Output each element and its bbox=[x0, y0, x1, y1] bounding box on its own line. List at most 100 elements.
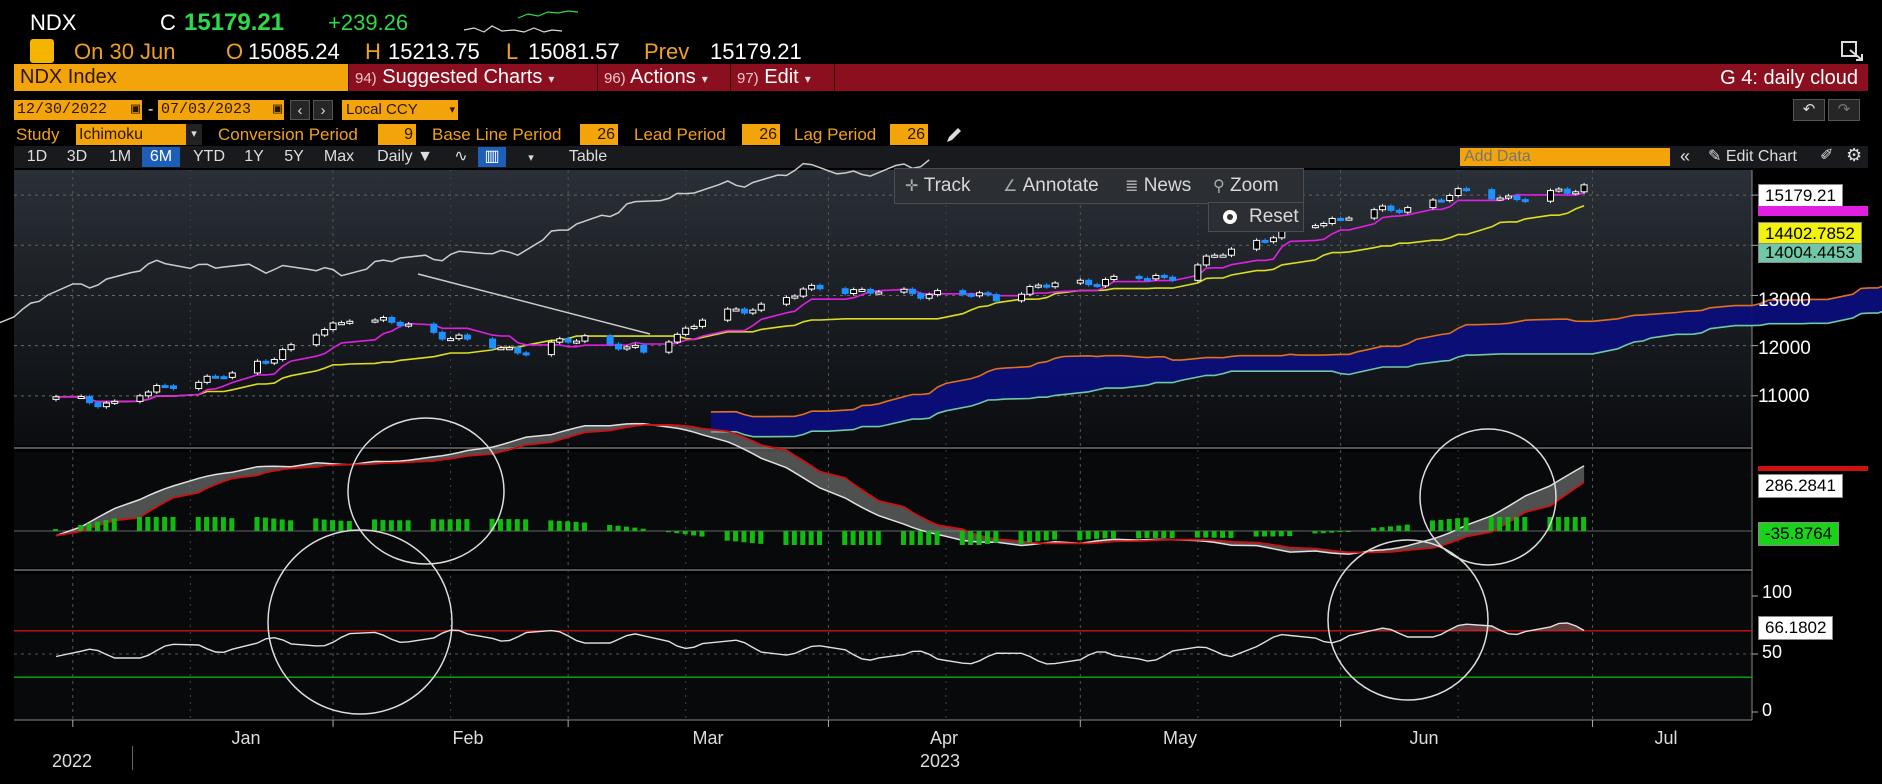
chart-type-dropdown[interactable]: ▾ bbox=[514, 147, 548, 167]
candle bbox=[1572, 191, 1580, 195]
end-date-field[interactable]: 07/03/2023 ▣ bbox=[158, 100, 284, 120]
edit-chart-button[interactable]: ✎ Edit Chart bbox=[1708, 149, 1797, 165]
annotate-button[interactable]: ∠ Annotate bbox=[1003, 169, 1099, 204]
chevron-down-icon: ▾ bbox=[528, 152, 534, 164]
macd-histogram-bar bbox=[103, 519, 109, 531]
period-1y[interactable]: 1Y bbox=[244, 148, 264, 165]
study-label: Study bbox=[16, 125, 60, 144]
period-max[interactable]: Max bbox=[323, 148, 355, 165]
security-field[interactable]: NDX Index bbox=[14, 64, 349, 91]
candle bbox=[52, 396, 60, 400]
macd-histogram-bar bbox=[615, 525, 621, 531]
macd-histogram-bar bbox=[984, 531, 990, 545]
macd-histogram-bar bbox=[514, 519, 520, 531]
conversion-value-flag bbox=[1758, 206, 1868, 216]
macd-histogram-bar bbox=[1572, 517, 1578, 531]
candle bbox=[514, 347, 522, 354]
lag-input[interactable]: 26 bbox=[890, 124, 928, 145]
candle-chart-button[interactable]: ▥ bbox=[478, 147, 506, 167]
conversion-input[interactable]: 9 bbox=[378, 124, 416, 145]
add-data-input[interactable] bbox=[1460, 148, 1670, 166]
macd-histogram-bar bbox=[1320, 531, 1326, 534]
period-ytd[interactable]: YTD bbox=[193, 148, 225, 165]
macd-histogram-bar bbox=[548, 520, 554, 531]
candle bbox=[1546, 190, 1554, 202]
candle bbox=[505, 347, 513, 351]
gear-icon[interactable]: ⚙ bbox=[1846, 145, 1863, 165]
period-3d[interactable]: 3D bbox=[66, 148, 88, 165]
macd-histogram-bar bbox=[170, 517, 176, 531]
candle bbox=[1311, 225, 1319, 229]
macd-histogram-bar bbox=[1262, 531, 1268, 537]
start-date-field[interactable]: 12/30/2022 ▣ bbox=[14, 100, 142, 120]
period-6m[interactable]: 6M bbox=[142, 147, 180, 167]
candle bbox=[1379, 205, 1387, 211]
prev-value: 15179.21 bbox=[710, 39, 802, 64]
pencil-icon[interactable] bbox=[944, 125, 964, 145]
candle bbox=[606, 335, 614, 345]
period-1d[interactable]: 1D bbox=[26, 148, 48, 165]
lead-input[interactable]: 26 bbox=[742, 124, 780, 145]
prev-range-button[interactable]: ‹ bbox=[290, 100, 310, 120]
period-1m[interactable]: 1M bbox=[108, 148, 132, 165]
candle bbox=[161, 385, 169, 389]
undo-button[interactable]: ↶ bbox=[1793, 99, 1825, 121]
news-button[interactable]: ≣ News bbox=[1125, 169, 1191, 204]
base-label: Base Line Period bbox=[432, 125, 562, 144]
period-5y[interactable]: 5Y bbox=[284, 148, 304, 165]
candle bbox=[1563, 188, 1571, 194]
actions-menu[interactable]: 96) Actions ▾ bbox=[598, 64, 731, 91]
magnifier-icon: ⚲ bbox=[1213, 178, 1225, 195]
macd-histogram-bar bbox=[195, 517, 201, 531]
track-button[interactable]: ✛ Track bbox=[905, 169, 970, 204]
macd-histogram-bar bbox=[1052, 531, 1058, 540]
y-tick-12000: 12000 bbox=[1758, 338, 1811, 359]
macd-histogram-bar bbox=[1337, 531, 1343, 533]
zoom-button[interactable]: ⚲ Zoom bbox=[1213, 169, 1279, 204]
macd-histogram-bar bbox=[682, 531, 688, 535]
candle bbox=[1345, 217, 1353, 221]
macd-histogram-bar bbox=[346, 521, 352, 531]
macd-histogram-bar bbox=[153, 517, 159, 531]
candle bbox=[1446, 195, 1454, 202]
candle bbox=[1488, 189, 1496, 200]
macd-histogram-bar bbox=[1270, 531, 1276, 537]
chevron-down-icon: ▾ bbox=[701, 72, 708, 86]
base-input[interactable]: 26 bbox=[580, 124, 618, 145]
macd-histogram-bar bbox=[439, 519, 445, 531]
reset-button[interactable]: Reset bbox=[1208, 202, 1304, 232]
next-range-button[interactable]: › bbox=[313, 100, 333, 120]
macd-histogram-bar bbox=[313, 518, 319, 531]
gauge-icon[interactable] bbox=[30, 39, 54, 63]
currency-select[interactable]: Local CCY ▾ bbox=[342, 100, 458, 120]
candle bbox=[1211, 254, 1219, 258]
macd-histogram-bar bbox=[220, 517, 226, 531]
frequency-select[interactable]: Daily ▼ bbox=[370, 147, 440, 167]
main-panel bbox=[14, 170, 1752, 446]
candle bbox=[1160, 274, 1168, 278]
candle bbox=[959, 290, 967, 295]
macd-histogram-bar bbox=[733, 531, 739, 542]
popout-icon[interactable] bbox=[1840, 38, 1866, 62]
line-chart-button[interactable]: ∿ bbox=[448, 147, 474, 167]
study-select[interactable]: Ichimoku ▾ bbox=[76, 124, 202, 145]
redo-button[interactable]: ↷ bbox=[1828, 99, 1860, 121]
collapse-icon[interactable]: « bbox=[1680, 146, 1691, 166]
table-button[interactable]: Table bbox=[568, 148, 608, 165]
macd-histogram-bar bbox=[52, 529, 58, 531]
suggested-charts-menu[interactable]: 94) Suggested Charts ▾ bbox=[349, 64, 598, 91]
x-tick-may: May bbox=[1162, 728, 1198, 748]
macd-histogram-bar bbox=[968, 531, 974, 545]
macd-histogram-bar bbox=[1253, 531, 1259, 537]
macd-histogram-bar bbox=[1102, 531, 1108, 539]
candle bbox=[623, 346, 631, 350]
year-label-2023: 2023 bbox=[920, 751, 961, 771]
menu-number: 94) bbox=[355, 70, 377, 87]
chart-edit-icon[interactable]: ✐ bbox=[1820, 147, 1834, 164]
candle bbox=[556, 338, 564, 343]
edit-menu[interactable]: 97) Edit ▾ bbox=[731, 64, 835, 91]
macd-histogram-bar bbox=[1312, 531, 1318, 534]
macd-histogram-bar bbox=[1278, 531, 1284, 537]
macd-signal-line bbox=[55, 423, 1585, 554]
